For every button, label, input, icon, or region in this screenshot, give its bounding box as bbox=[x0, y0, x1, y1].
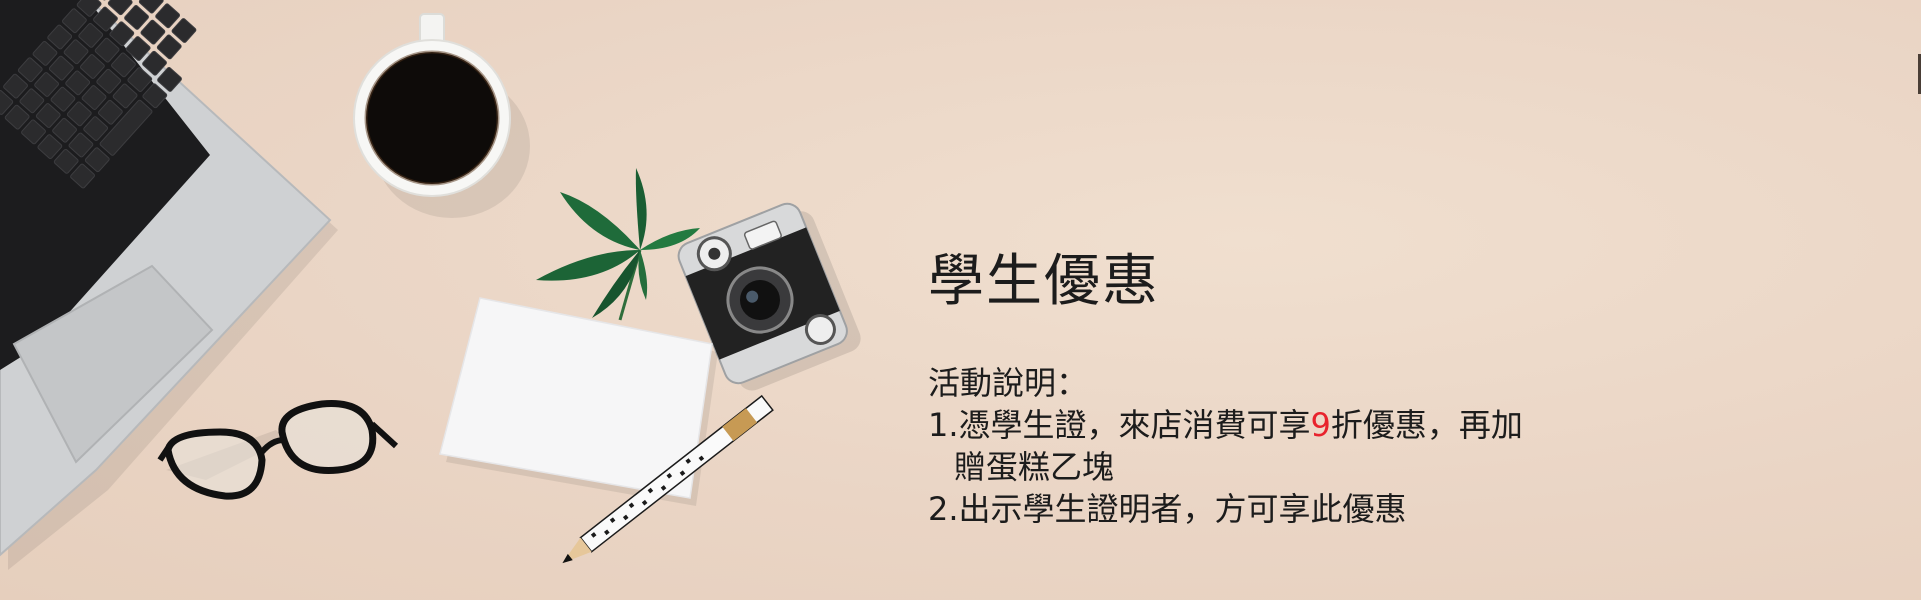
camera-illustration bbox=[677, 202, 861, 391]
coffee-cup-illustration bbox=[353, 13, 530, 218]
promo-item-1-text: 1.憑學生證，來店消費可享 bbox=[928, 406, 1311, 444]
promo-title: 學生優惠 bbox=[928, 249, 1160, 314]
trackpad bbox=[12, 264, 214, 464]
edge-mark bbox=[1918, 54, 1921, 94]
desk-scene-illustration bbox=[0, 0, 861, 570]
blank-card-illustration bbox=[439, 297, 718, 506]
leaf-sprig-illustration bbox=[536, 168, 700, 321]
promo-item-1-text-after: 折優惠，再加 bbox=[1330, 406, 1523, 444]
glasses-illustration bbox=[157, 400, 399, 500]
keyboard-keys bbox=[0, 0, 197, 189]
pencil-illustration bbox=[562, 394, 774, 564]
laptop-illustration bbox=[0, 0, 338, 570]
discount-highlight: 9 bbox=[1310, 406, 1331, 444]
promo-item-1-continued: 贈蛋糕乙塊 bbox=[954, 448, 1115, 486]
promo-text-block: 學生優惠 活動說明： 1.憑學生證，來店消費可享9折優惠，再加 贈蛋糕乙塊 2.… bbox=[928, 246, 1828, 530]
promo-item-1: 1.憑學生證，來店消費可享9折優惠，再加 bbox=[928, 404, 1828, 446]
promo-item-2: 2.出示學生證明者，方可享此優惠 bbox=[928, 490, 1407, 528]
promo-subtitle: 活動說明： bbox=[928, 364, 1089, 402]
